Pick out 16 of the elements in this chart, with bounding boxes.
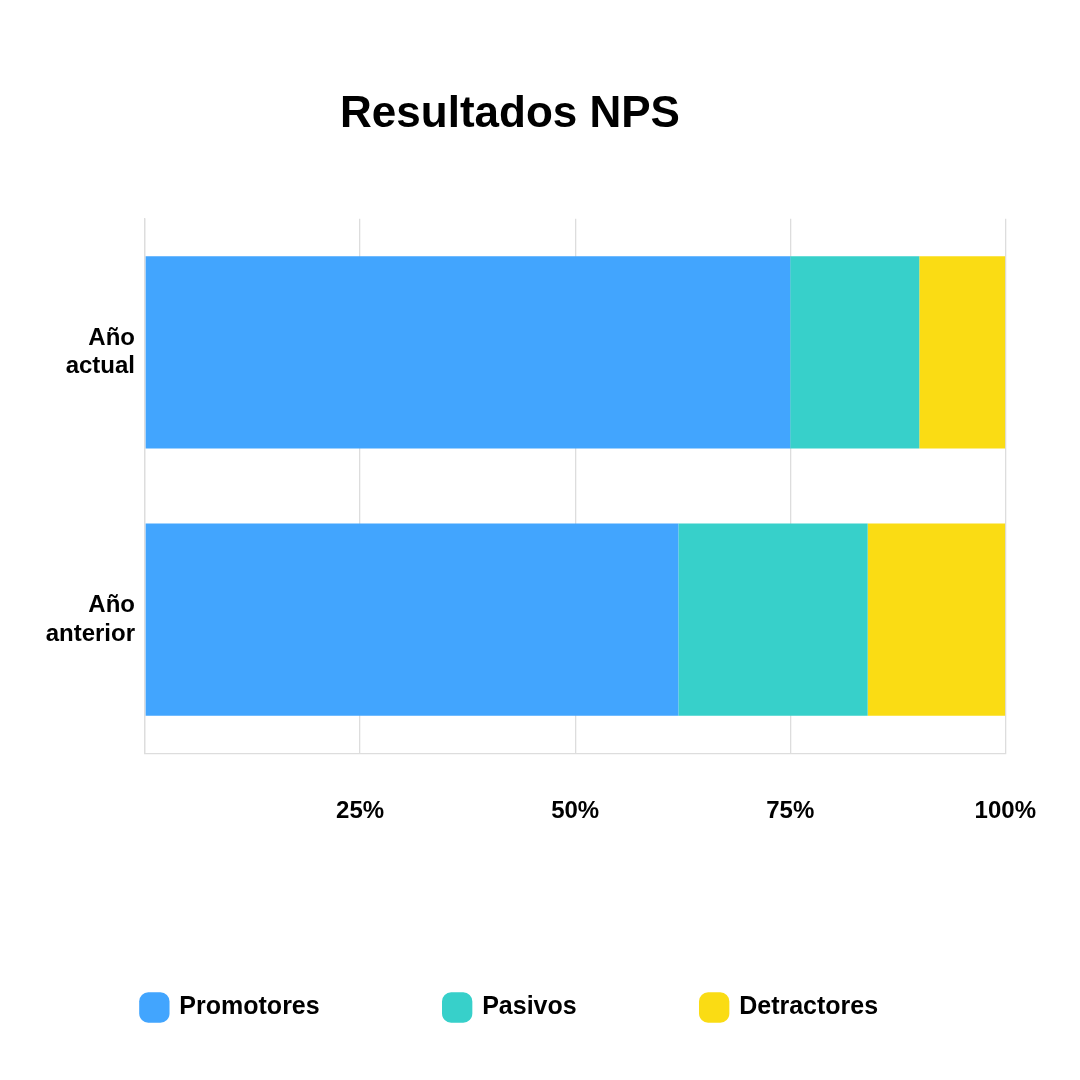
bar xyxy=(145,523,679,716)
x-tick-label: 100% xyxy=(974,796,1036,824)
bar xyxy=(145,256,791,449)
y-tick-label: Año anterior xyxy=(45,589,135,646)
legend-label: Pasivos xyxy=(482,991,577,1020)
y-tick-label: Año actual xyxy=(65,322,135,379)
x-tick-label: 75% xyxy=(766,796,815,824)
x-tick-label: 25% xyxy=(336,796,385,824)
bar xyxy=(919,256,1006,449)
legend-label: Promotores xyxy=(179,991,320,1020)
x-tick-label: 50% xyxy=(551,796,600,824)
bar xyxy=(867,523,1006,716)
chart-title: Resultados NPS xyxy=(340,86,680,136)
bar xyxy=(790,256,920,449)
legend-label: Detractores xyxy=(739,991,879,1020)
bar xyxy=(678,523,868,716)
